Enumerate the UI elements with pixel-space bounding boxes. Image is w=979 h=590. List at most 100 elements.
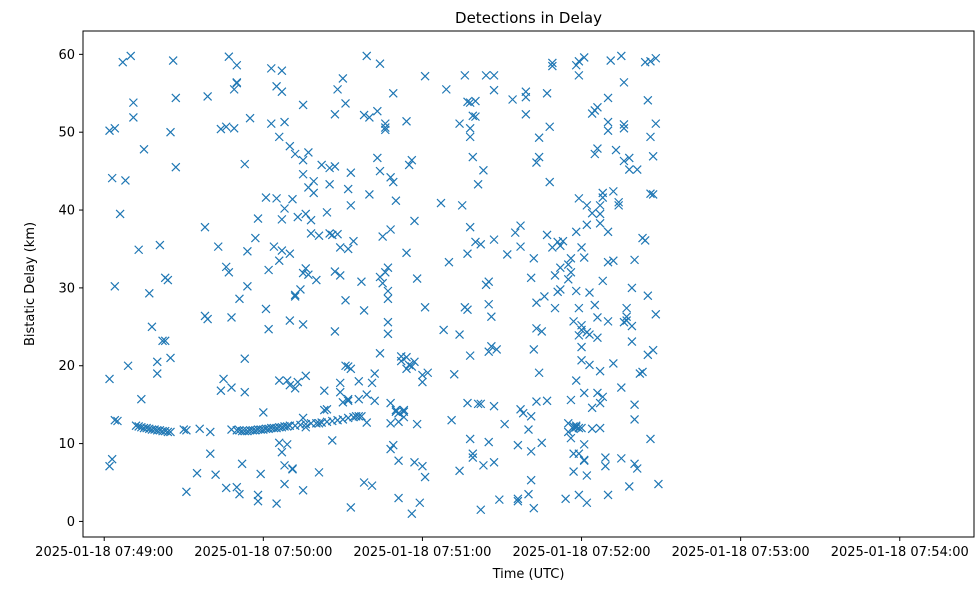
data-point: [277, 66, 287, 76]
data-point: [595, 218, 605, 228]
data-point: [333, 84, 342, 94]
data-point: [107, 173, 117, 183]
data-point: [569, 422, 579, 431]
data-point: [444, 257, 454, 267]
data-point: [465, 351, 475, 361]
data-point: [330, 109, 340, 119]
data-point: [407, 509, 417, 519]
data-point: [341, 98, 350, 108]
x-tick-label: 2025-01-18 07:51:00: [353, 545, 491, 560]
data-point: [166, 427, 175, 437]
data-point: [489, 235, 499, 245]
data-point: [362, 51, 372, 61]
data-point: [391, 407, 401, 417]
y-tick-label: 20: [58, 359, 75, 374]
data-point: [616, 383, 626, 392]
data-point: [563, 274, 573, 284]
data-point: [235, 489, 244, 499]
data-point: [298, 268, 308, 278]
data-point: [407, 155, 417, 165]
y-axis-ticks: 0 10 20 30 40 50 60: [58, 48, 83, 530]
data-point: [471, 112, 480, 122]
data-point: [579, 439, 589, 449]
data-point: [319, 405, 329, 415]
data-point: [622, 312, 632, 322]
data-point: [532, 298, 541, 308]
data-point: [306, 228, 316, 238]
data-point: [298, 320, 308, 329]
data-point: [359, 110, 369, 120]
data-point: [335, 387, 345, 397]
data-point: [585, 360, 594, 370]
data-point: [627, 337, 637, 347]
data-point: [423, 368, 433, 378]
data-point: [627, 283, 637, 293]
data-point: [192, 468, 202, 478]
data-point: [539, 292, 549, 301]
data-point: [205, 449, 215, 459]
data-point: [322, 207, 332, 217]
data-point: [603, 126, 613, 136]
data-point: [410, 457, 419, 467]
data-point: [569, 316, 579, 326]
data-point: [638, 367, 647, 377]
data-point: [107, 454, 117, 464]
x-tick-label: 2025-01-18 07:54:00: [831, 545, 969, 560]
data-point: [598, 276, 608, 286]
data-point: [571, 227, 581, 237]
data-point: [301, 371, 311, 381]
data-point: [619, 123, 629, 133]
data-point: [181, 425, 191, 435]
data-point: [317, 160, 327, 170]
data-point: [489, 85, 499, 95]
data-point: [105, 126, 114, 136]
data-points: [105, 51, 663, 519]
data-point: [463, 305, 472, 315]
data-point: [476, 239, 486, 249]
y-tick-label: 10: [58, 437, 75, 452]
data-point: [372, 153, 382, 163]
data-point: [471, 96, 480, 106]
data-point: [171, 93, 181, 103]
data-point: [298, 100, 308, 110]
data-point: [582, 471, 592, 480]
data-point: [587, 208, 597, 218]
data-point: [500, 419, 510, 429]
data-point: [593, 313, 602, 322]
data-point: [516, 404, 525, 414]
data-point: [285, 380, 295, 390]
data-point: [585, 330, 594, 340]
data-point: [213, 242, 223, 252]
data-point: [468, 449, 478, 459]
data-point: [492, 344, 502, 354]
data-point: [614, 197, 624, 207]
data-point: [640, 235, 650, 245]
data-point: [380, 123, 390, 132]
data-point: [529, 344, 539, 354]
data-point: [343, 394, 353, 404]
data-point: [526, 411, 536, 421]
data-point: [274, 132, 284, 142]
data-point: [282, 422, 292, 431]
data-point: [646, 434, 655, 444]
data-point: [325, 179, 335, 189]
data-point: [555, 263, 565, 273]
data-point: [574, 193, 584, 203]
data-point: [513, 494, 523, 504]
data-point: [404, 160, 414, 170]
data-point: [537, 327, 547, 336]
data-point: [402, 352, 411, 362]
data-point: [333, 229, 342, 239]
data-point: [486, 341, 496, 351]
data-point: [494, 495, 504, 505]
data-point: [508, 95, 518, 104]
data-point: [205, 427, 215, 437]
data-point: [285, 141, 295, 151]
data-point: [545, 177, 555, 187]
data-point: [354, 394, 364, 404]
data-point: [465, 222, 475, 232]
data-point: [624, 165, 634, 174]
data-point: [290, 149, 300, 159]
data-point: [216, 124, 226, 134]
data-point: [240, 387, 250, 397]
